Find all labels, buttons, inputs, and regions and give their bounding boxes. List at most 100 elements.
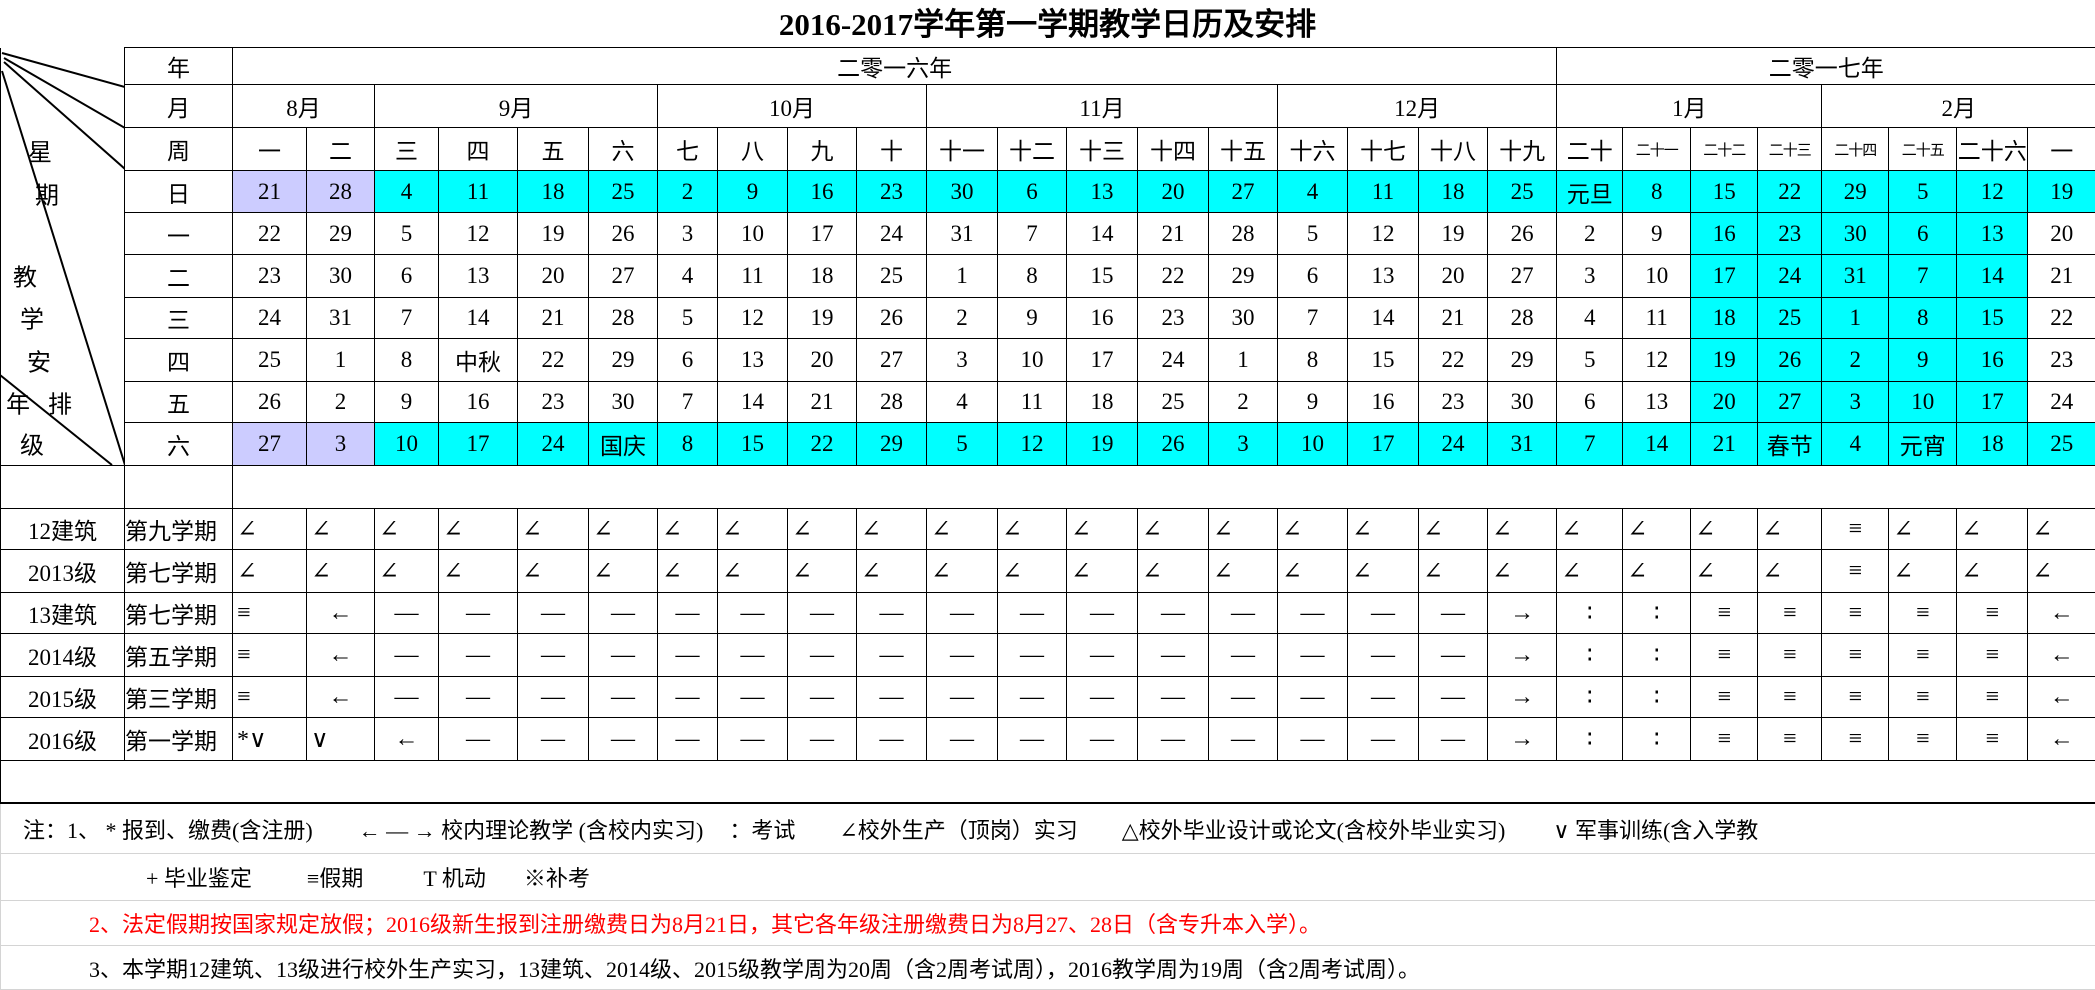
date-cell: 6 [998,171,1067,213]
date-cell: 13 [1957,213,2028,255]
arrangement-cell: ∠ [718,509,788,550]
date-cell: 19 [1691,339,1758,382]
month-header: 9月 [375,85,658,128]
arrangement-cell: ← [2028,634,2095,677]
date-cell: 1 [1822,298,1889,339]
arrangement-cell: — [518,634,589,677]
date-cell: 23 [518,382,589,423]
date-cell: 7 [375,298,439,339]
arrangement-cell: — [1348,718,1419,761]
arrangement-cell: — [1067,593,1138,634]
arrangement-cell: ∠ [1889,509,1957,550]
arrangement-cell: ∠ [233,550,307,593]
day-label: 一 [125,213,233,255]
date-cell: 24 [857,213,927,255]
arrangement-cell: — [1067,677,1138,718]
arrangement-cell: — [1138,718,1209,761]
arrangement-cell: ← [2028,718,2095,761]
date-cell: 11 [1348,171,1419,213]
date-cell: 6 [1557,382,1623,423]
term-label: 第五学期 [125,634,233,677]
date-cell: 22 [1758,171,1822,213]
arrangement-cell: — [439,677,518,718]
date-cell: 18 [1067,382,1138,423]
date-cell: 10 [1889,382,1957,423]
arrangement-cell: — [788,593,857,634]
date-cell: 12 [439,213,518,255]
arrangement-cell: — [518,593,589,634]
date-cell: 12 [998,423,1067,466]
arrangement-cell: — [998,677,1067,718]
date-cell: 9 [375,382,439,423]
arrangement-cell: ∠ [658,550,718,593]
arrangement-cell: ∶ [1623,634,1691,677]
arrangement-cell: ∠ [2028,550,2095,593]
arrangement-cell: — [439,634,518,677]
legend-line-1: 注：1、 * 报到、缴费(含注册) ← — → 校内理论教学 (含校内实习) ：… [0,804,2095,854]
date-cell: 14 [718,382,788,423]
arrangement-cell: ∠ [1419,550,1488,593]
arrangement-cell: ≡ [1691,593,1758,634]
arrangement-cell: ≡ [1957,677,2028,718]
date-cell: 25 [1488,171,1557,213]
week-header: 七 [658,128,718,171]
date-cell: 9 [1889,339,1957,382]
date-cell: 31 [927,213,998,255]
date-cell: 20 [518,255,589,298]
term-label: 第九学期 [125,509,233,550]
date-cell: 7 [1557,423,1623,466]
date-cell: 31 [307,298,375,339]
date-cell: 24 [518,423,589,466]
term-label: 第一学期 [125,718,233,761]
arrangement-cell: — [1278,593,1348,634]
arrangement-cell: ∠ [375,550,439,593]
date-cell: 15 [1348,339,1419,382]
date-cell: 27 [1758,382,1822,423]
arrangement-cell: — [1067,718,1138,761]
arrangement-cell: — [718,634,788,677]
legend-graduation-design: △校外毕业设计或论文(含校外毕业实习) [1122,813,1506,845]
arrangement-cell: ∶ [1557,677,1623,718]
arrangement-cell: ← [307,593,375,634]
day-label: 日 [125,171,233,213]
date-cell: 4 [927,382,998,423]
date-cell: 15 [1957,298,2028,339]
date-cell: 3 [658,213,718,255]
date-cell: 24 [233,298,307,339]
arrangement-cell: ≡ [1758,593,1822,634]
arrangement-cell: — [857,593,927,634]
date-cell: 19 [518,213,589,255]
date-cell: 28 [857,382,927,423]
date-cell: 8 [375,339,439,382]
arrangement-cell: — [375,677,439,718]
date-cell: 26 [857,298,927,339]
arrangement-cell: ∠ [307,509,375,550]
date-cell: 30 [1488,382,1557,423]
arrangement-cell: ∠ [1957,550,2028,593]
arrangement-cell: — [589,718,658,761]
date-cell: 26 [1488,213,1557,255]
arrangement-row: 13建筑第七学期≡←————————————————→∶∶≡≡≡≡≡← [1,593,2095,634]
arrangement-cell: ≡ [1822,718,1889,761]
arrangement-cell: ∶ [1557,634,1623,677]
week-header: 十五 [1209,128,1278,171]
arrangement-cell: ∠ [1348,509,1419,550]
grade-label: 12建筑 [1,509,125,550]
date-cell: 16 [1691,213,1758,255]
date-cell: 18 [518,171,589,213]
date-cell: 18 [1419,171,1488,213]
arrangement-cell: ← [375,718,439,761]
arrangement-cell: ∠ [788,550,857,593]
day-label: 三 [125,298,233,339]
date-cell: 6 [1278,255,1348,298]
arrangement-cell: — [439,718,518,761]
arrangement-cell: — [1138,593,1209,634]
arrangement-cell: ∠ [1488,509,1557,550]
date-cell: 12 [1623,339,1691,382]
arrangement-cell: ≡ [1822,550,1889,593]
arrangement-cell: — [927,634,998,677]
date-cell: 国庆 [589,423,658,466]
date-cell: 25 [857,255,927,298]
